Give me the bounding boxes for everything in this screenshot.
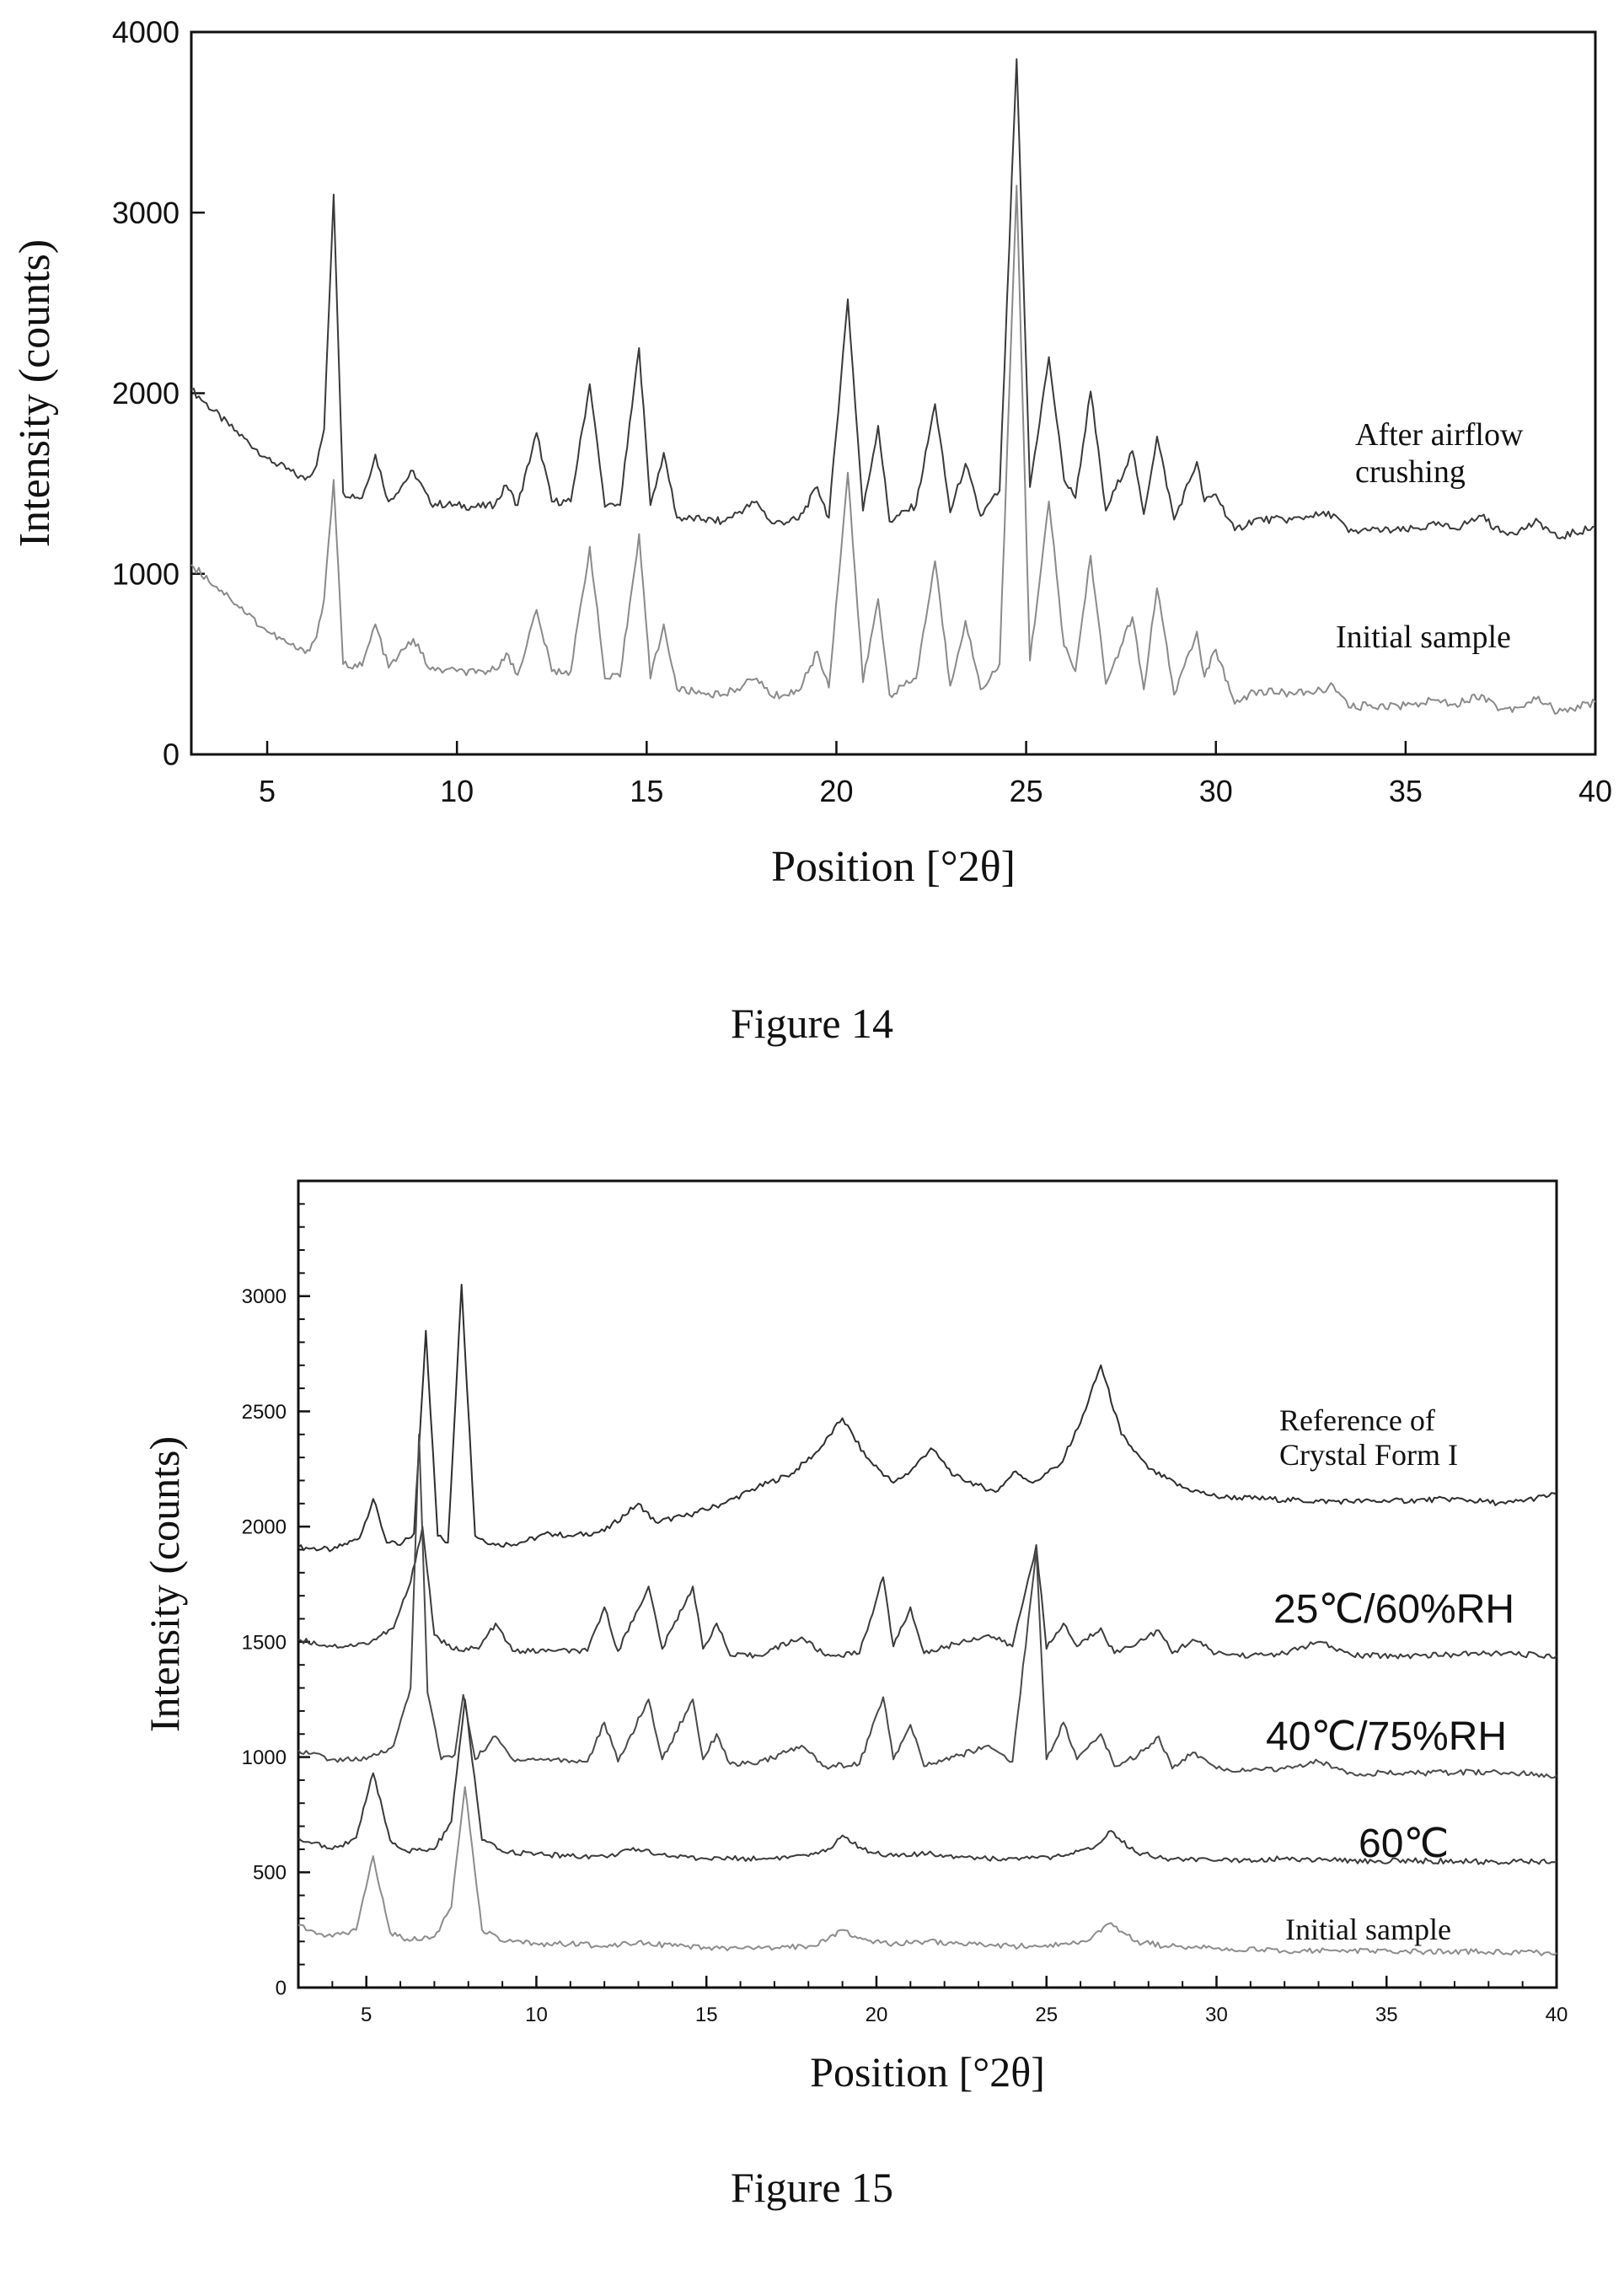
x-tick-label: 30 (1199, 774, 1233, 808)
series-line-3 (297, 1698, 1557, 1865)
x-tick-label: 25 (1010, 774, 1043, 808)
x-tick-label: 30 (1205, 2004, 1228, 2026)
y-tick-label: 2000 (112, 376, 180, 410)
x-tick-label: 35 (1389, 774, 1423, 808)
y-tick-label: 4000 (112, 15, 180, 50)
x-axis-title: Position [°2θ] (771, 843, 1016, 891)
x-tick-label: 15 (695, 2004, 718, 2026)
plot-frame (297, 1179, 1558, 1989)
y-tick-label: 0 (163, 738, 180, 772)
y-axis-title: Intensity (counts) (141, 1436, 188, 1732)
x-tick-label: 40 (1578, 774, 1612, 808)
series-label-60c: 60℃ (1359, 1822, 1449, 1866)
series-label-initial-sample: Initial sample (1336, 620, 1511, 655)
series-label-initial-sample: Initial sample (1285, 1913, 1451, 1946)
series-line-1 (297, 1526, 1557, 1660)
y-tick-label: 2500 (242, 1401, 287, 1424)
x-tick-label: 10 (525, 2004, 548, 2026)
figure-15-caption: Figure 15 (730, 2164, 894, 2211)
figure-14: 5 10 15 20 25 30 35 40 0 1000 2000 3000 4000 Position… (0, 0, 1624, 1096)
series-line-0 (297, 1284, 1557, 1553)
figure-15: 5 10 15 20 25 30 35 40 0 500 1000 1500 2000 2500 3000 P… (0, 1096, 1624, 2291)
y-tick-label: 1500 (242, 1631, 287, 1654)
y-tick-label: 0 (276, 1977, 287, 1999)
y-tick-label: 500 (253, 1862, 287, 1885)
figure-14-caption: Figure 14 (730, 1000, 894, 1047)
x-tick-label: 10 (440, 774, 474, 808)
series-line-1 (190, 185, 1596, 715)
y-tick-label: 1000 (112, 556, 180, 591)
series-label-after-airflow-line2: crushing (1355, 454, 1466, 490)
series-line-4 (297, 1786, 1557, 1956)
y-tick-label: 1000 (242, 1746, 287, 1769)
series-label-25c-60rh: 25℃/60%RH (1273, 1587, 1514, 1632)
series-line-2 (297, 1433, 1557, 1779)
x-tick-label: 35 (1375, 2004, 1398, 2026)
x-tick-label: 20 (819, 774, 853, 808)
y-tick-label: 3000 (242, 1285, 287, 1308)
xrd-chart-figure-14: 5 10 15 20 25 30 35 40 0 1000 2000 3000 4000 Position… (11, 15, 1612, 891)
x-tick-label: 5 (259, 774, 276, 808)
x-tick-label: 40 (1546, 2004, 1568, 2026)
x-tick-label: 25 (1035, 2004, 1058, 2026)
x-tick-label: 20 (866, 2004, 888, 2026)
x-tick-label: 15 (630, 774, 663, 808)
series-label-reference-line2: Crystal Form I (1279, 1438, 1458, 1472)
series-label-after-airflow-line1: After airflow (1355, 417, 1524, 453)
x-tick-label: 5 (361, 2004, 372, 2026)
series-line-0 (190, 58, 1596, 540)
x-axis-title: Position [°2θ] (810, 2048, 1045, 2095)
y-tick-label: 3000 (112, 196, 180, 230)
y-axis-title: Intensity (counts) (11, 239, 59, 547)
xrd-chart-figure-15: 5 10 15 20 25 30 35 40 0 500 1000 1500 2000 2500 3000 P… (141, 1179, 1568, 2095)
series-label-40c-75rh: 40℃/75%RH (1266, 1714, 1507, 1759)
y-tick-label: 2000 (242, 1516, 287, 1539)
series-label-reference-line1: Reference of (1279, 1403, 1435, 1437)
